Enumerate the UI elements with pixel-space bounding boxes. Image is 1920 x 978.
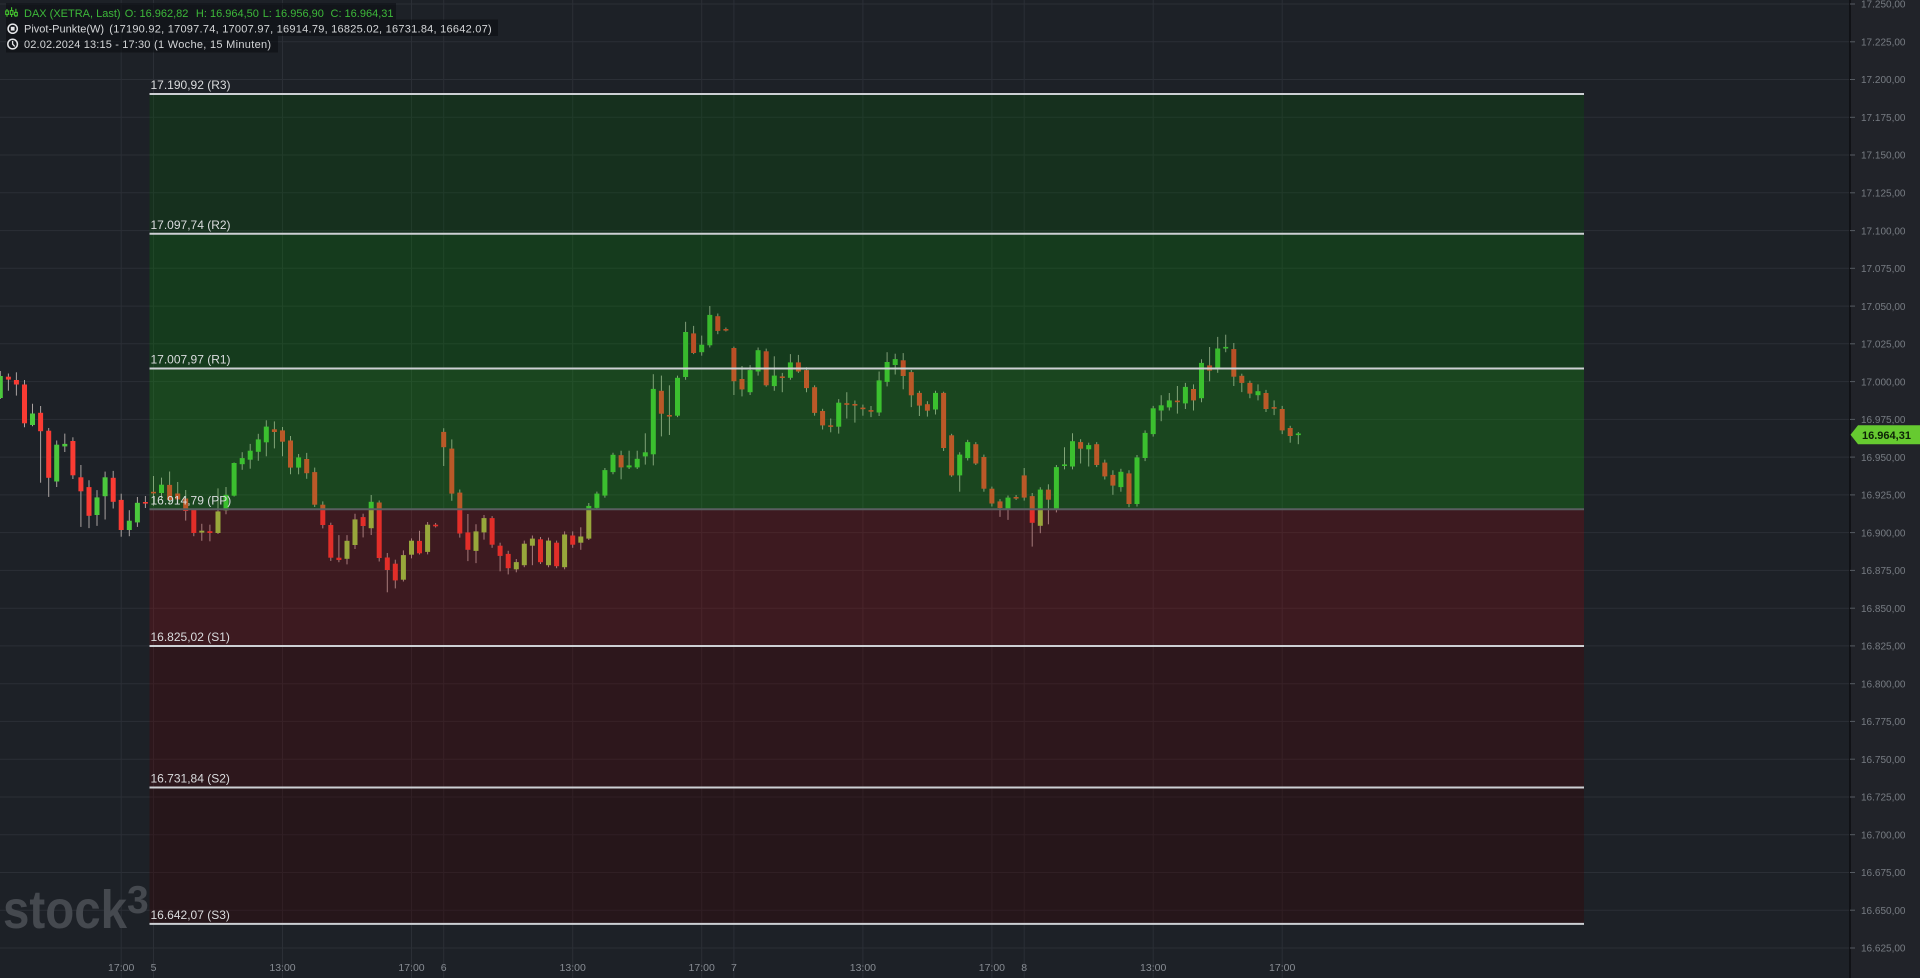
- svg-text:(1 Woche, 15 Minuten): (1 Woche, 15 Minuten): [154, 39, 271, 51]
- svg-text:Pivot-Punkte(W): Pivot-Punkte(W): [24, 24, 104, 36]
- svg-text:17.125,00: 17.125,00: [1861, 189, 1906, 200]
- svg-text:17:00: 17:00: [108, 962, 134, 974]
- svg-text:16.925,00: 16.925,00: [1861, 491, 1906, 502]
- svg-text:17.175,00: 17.175,00: [1861, 113, 1906, 124]
- svg-text:16.700,00: 16.700,00: [1861, 830, 1906, 841]
- svg-text:H: 16.964,50: H: 16.964,50: [196, 8, 259, 20]
- svg-text:17:00: 17:00: [398, 962, 424, 974]
- svg-text:16.800,00: 16.800,00: [1861, 679, 1906, 690]
- svg-text:13:00: 13:00: [1140, 962, 1166, 974]
- svg-text:16.731,84 (S2): 16.731,84 (S2): [151, 772, 230, 786]
- svg-text:16.875,00: 16.875,00: [1861, 566, 1906, 577]
- svg-text:17:00: 17:00: [1269, 962, 1295, 974]
- svg-text:16.950,00: 16.950,00: [1861, 453, 1906, 464]
- svg-text:17.000,00: 17.000,00: [1861, 377, 1906, 388]
- svg-text:17.050,00: 17.050,00: [1861, 302, 1906, 313]
- svg-text:16.642,07 (S3): 16.642,07 (S3): [151, 908, 230, 922]
- svg-text:17.190,92 (R3): 17.190,92 (R3): [151, 78, 231, 92]
- svg-text:8: 8: [1021, 962, 1027, 974]
- svg-text:7: 7: [731, 962, 737, 974]
- svg-text:02.02.2024 13:15 - 17:30: 02.02.2024 13:15 - 17:30: [24, 39, 151, 51]
- svg-text:16.725,00: 16.725,00: [1861, 793, 1906, 804]
- svg-text:16.914,79 (PP): 16.914,79 (PP): [151, 493, 232, 507]
- svg-text:13:00: 13:00: [269, 962, 295, 974]
- svg-text:17.200,00: 17.200,00: [1861, 75, 1906, 86]
- svg-text:16.825,02 (S1): 16.825,02 (S1): [151, 630, 230, 644]
- svg-text:16.650,00: 16.650,00: [1861, 906, 1906, 917]
- svg-text:stock: stock: [3, 880, 128, 940]
- svg-text:17.097,74 (R2): 17.097,74 (R2): [151, 218, 231, 232]
- svg-text:(17190.92, 17097.74, 17007.97,: (17190.92, 17097.74, 17007.97, 16914.79,…: [109, 24, 492, 36]
- svg-text:17.100,00: 17.100,00: [1861, 226, 1906, 237]
- svg-text:17:00: 17:00: [689, 962, 715, 974]
- svg-text:C: 16.964,31: C: 16.964,31: [331, 8, 394, 20]
- svg-text:13:00: 13:00: [850, 962, 876, 974]
- svg-text:17:00: 17:00: [979, 962, 1005, 974]
- svg-text:17.225,00: 17.225,00: [1861, 38, 1906, 49]
- svg-text:13:00: 13:00: [560, 962, 586, 974]
- svg-text:6: 6: [441, 962, 447, 974]
- svg-text:L: 16.956,90: L: 16.956,90: [263, 8, 324, 20]
- svg-text:16.675,00: 16.675,00: [1861, 868, 1906, 879]
- svg-text:17.150,00: 17.150,00: [1861, 151, 1906, 162]
- svg-text:O: 16.962,82: O: 16.962,82: [125, 8, 189, 20]
- svg-text:17.007,97 (R1): 17.007,97 (R1): [151, 353, 231, 367]
- svg-text:3: 3: [127, 879, 149, 922]
- svg-text:16.775,00: 16.775,00: [1861, 717, 1906, 728]
- svg-text:16.825,00: 16.825,00: [1861, 642, 1906, 653]
- svg-text:16.850,00: 16.850,00: [1861, 604, 1906, 615]
- svg-text:17.250,00: 17.250,00: [1861, 0, 1906, 11]
- svg-text:5: 5: [151, 962, 157, 974]
- svg-text:16.750,00: 16.750,00: [1861, 755, 1906, 766]
- svg-text:DAX (XETRA, Last): DAX (XETRA, Last): [24, 8, 121, 20]
- svg-text:17.075,00: 17.075,00: [1861, 264, 1906, 275]
- svg-text:16.900,00: 16.900,00: [1861, 528, 1906, 539]
- svg-text:16.625,00: 16.625,00: [1861, 944, 1906, 955]
- svg-text:16.964,31: 16.964,31: [1862, 430, 1911, 442]
- svg-text:16.975,00: 16.975,00: [1861, 415, 1906, 426]
- svg-text:17.025,00: 17.025,00: [1861, 340, 1906, 351]
